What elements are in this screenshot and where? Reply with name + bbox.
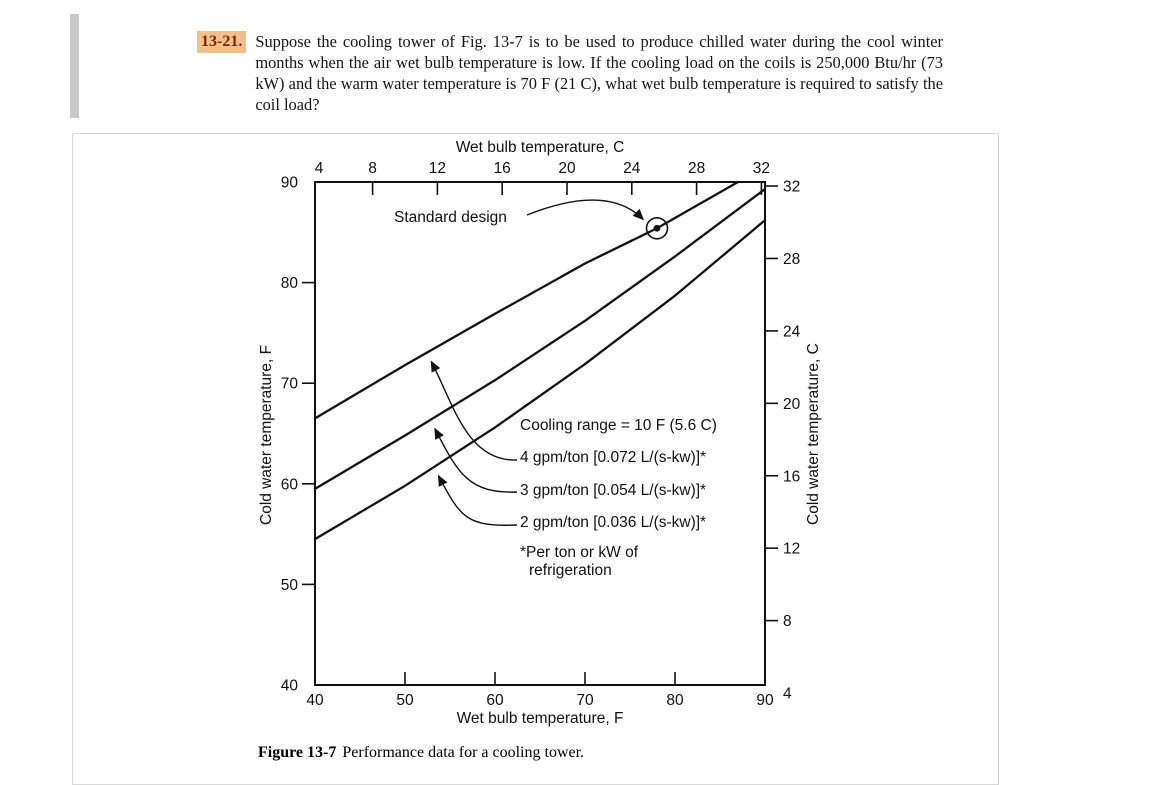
bottom-axis-title: Wet bulb temperature, F bbox=[456, 710, 624, 727]
series-label-2gpm: 2 gpm/ton [0.036 L/(s-kw)]* bbox=[520, 514, 707, 531]
figure-caption-label: Figure 13-7 bbox=[258, 744, 337, 761]
problem-section: 13-21. Suppose the cooling tower of Fig.… bbox=[197, 31, 943, 115]
series-label-4gpm: 4 gpm/ton [0.072 L/(s-kw)]* bbox=[520, 449, 707, 466]
series-label-3gpm: 3 gpm/ton [0.054 L/(s-kw)]* bbox=[520, 482, 707, 499]
cooling-range-label: Cooling range = 10 F (5.6 C) bbox=[520, 417, 717, 434]
chart-footnote: *Per ton or kW of refrigeration bbox=[520, 544, 639, 579]
figure-caption: Figure 13-7 Performance data for a coolin… bbox=[258, 744, 584, 762]
problem-accent-bar bbox=[70, 14, 79, 118]
left-axis-title: Cold water temperature, F bbox=[258, 344, 275, 525]
problem-text: Suppose the cooling tower of Fig. 13-7 i… bbox=[255, 32, 943, 114]
top-axis-title: Wet bulb temperature, C bbox=[455, 139, 625, 156]
standard-design-label: Standard design bbox=[394, 209, 507, 226]
right-axis-title: Cold water temperature, C bbox=[805, 343, 822, 525]
problem-number: 13-21. bbox=[197, 31, 247, 53]
figure-caption-text: Performance data for a cooling tower. bbox=[342, 744, 585, 761]
